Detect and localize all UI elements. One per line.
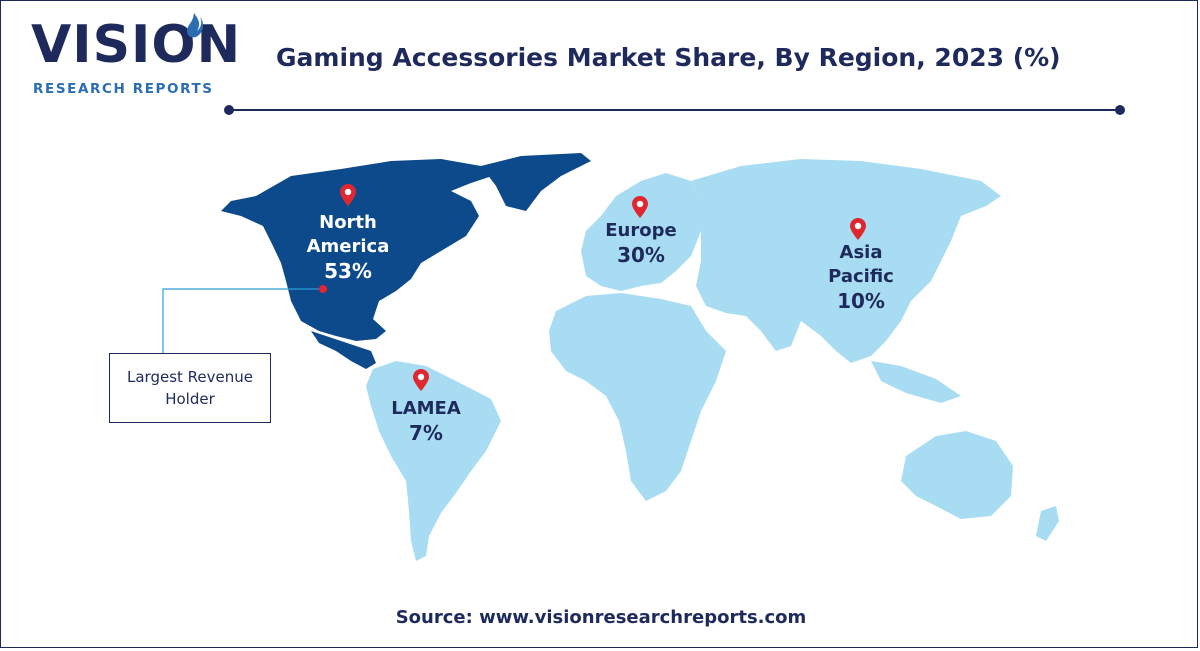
europe-shape [581, 173, 701, 291]
central-america-shape [311, 331, 376, 369]
source-text: Source: www.visionresearchreports.com [395, 607, 807, 628]
north-america-name-line2: America [306, 236, 390, 257]
greenland-shape [481, 153, 591, 211]
asia-shape [691, 159, 1001, 363]
asia-pacific-name-line2: Pacific [828, 266, 894, 287]
largest-revenue-callout: Largest Revenue Holder [109, 353, 271, 423]
lamea-label: LAMEA 7% [371, 397, 481, 445]
divider-dot-right [1115, 105, 1125, 115]
north-america-shape [221, 159, 501, 341]
north-america-value: 53% [324, 259, 372, 283]
europe-value: 30% [617, 243, 665, 267]
callout-line2: Holder [165, 390, 215, 408]
title-divider [229, 109, 1121, 111]
brand-logo: VISION RESEARCH REPORTS [31, 13, 240, 99]
lamea-pin-icon [413, 369, 429, 391]
north-america-label: North America 53% [298, 211, 398, 283]
flame-icon [186, 13, 204, 38]
asia-pacific-pin-icon [850, 218, 866, 240]
australia-shape [901, 431, 1013, 519]
north-america-pin-icon [340, 184, 356, 206]
asia-pacific-value: 10% [837, 289, 885, 313]
europe-name: Europe [605, 220, 677, 241]
southeast-asia-shape [871, 361, 961, 403]
brand-tagline: RESEARCH REPORTS [33, 81, 214, 97]
divider-dot-left [224, 105, 234, 115]
brand-name: VISION [31, 15, 242, 75]
callout-line1: Largest Revenue [127, 368, 253, 386]
new-zealand-shape [1036, 506, 1059, 541]
chart-title: Gaming Accessories Market Share, By Regi… [276, 43, 1061, 72]
europe-label: Europe 30% [591, 219, 691, 267]
europe-pin-icon [632, 196, 648, 218]
north-america-name-line1: North [319, 212, 377, 233]
world-map [221, 153, 1059, 561]
lamea-value: 7% [409, 421, 443, 445]
south-america-shape [366, 361, 501, 561]
asia-pacific-label: Asia Pacific 10% [811, 241, 911, 313]
asia-pacific-name-line1: Asia [839, 242, 883, 263]
lamea-name: LAMEA [391, 398, 461, 419]
africa-shape [549, 293, 726, 501]
